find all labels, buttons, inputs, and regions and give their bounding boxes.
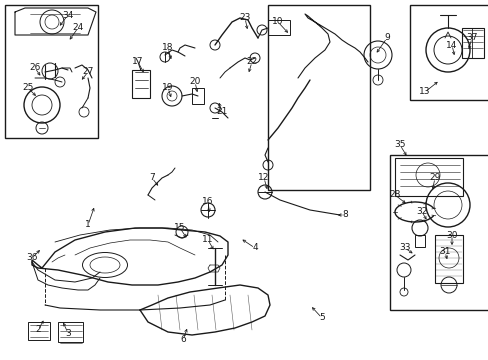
Text: 24: 24 xyxy=(72,23,83,32)
Bar xyxy=(394,158,462,196)
Bar xyxy=(267,5,369,190)
Text: 29: 29 xyxy=(428,174,440,183)
Text: 12: 12 xyxy=(258,174,269,183)
Text: 27: 27 xyxy=(82,68,94,77)
Text: 11: 11 xyxy=(202,235,213,244)
Text: 33: 33 xyxy=(398,243,410,252)
Bar xyxy=(461,28,483,58)
Text: 28: 28 xyxy=(388,190,400,199)
Bar xyxy=(414,235,424,247)
Bar xyxy=(434,235,462,283)
Text: 34: 34 xyxy=(62,10,74,19)
Text: 21: 21 xyxy=(216,108,227,117)
Text: 31: 31 xyxy=(438,248,450,256)
Text: 32: 32 xyxy=(415,207,427,216)
Text: 15: 15 xyxy=(174,224,185,233)
Text: 35: 35 xyxy=(393,140,405,149)
Text: 5: 5 xyxy=(319,314,324,323)
Text: 37: 37 xyxy=(465,33,477,42)
Text: 19: 19 xyxy=(162,84,173,93)
Text: 20: 20 xyxy=(189,77,200,86)
Bar xyxy=(267,20,289,35)
Text: 23: 23 xyxy=(239,13,250,22)
Text: 25: 25 xyxy=(22,84,34,93)
Bar xyxy=(28,322,50,340)
Text: 6: 6 xyxy=(180,336,185,345)
Text: 2: 2 xyxy=(35,325,41,334)
Text: 30: 30 xyxy=(446,230,457,239)
Text: 22: 22 xyxy=(246,58,257,67)
Bar xyxy=(132,70,150,98)
Text: 36: 36 xyxy=(26,253,38,262)
Text: 7: 7 xyxy=(149,174,155,183)
Text: 1: 1 xyxy=(85,220,91,230)
Text: 13: 13 xyxy=(418,87,430,96)
Bar xyxy=(409,5,488,100)
Text: 17: 17 xyxy=(132,58,143,67)
Bar xyxy=(58,322,83,342)
Text: 8: 8 xyxy=(342,211,347,220)
Text: 18: 18 xyxy=(162,44,173,53)
Bar xyxy=(389,155,488,310)
Bar xyxy=(5,5,98,138)
Text: 3: 3 xyxy=(65,328,71,338)
Text: 26: 26 xyxy=(29,63,41,72)
Text: 9: 9 xyxy=(384,33,389,42)
Text: 10: 10 xyxy=(272,18,283,27)
Text: 16: 16 xyxy=(202,198,213,207)
Text: 14: 14 xyxy=(446,40,457,49)
Bar xyxy=(192,88,203,104)
Text: 4: 4 xyxy=(252,243,257,252)
